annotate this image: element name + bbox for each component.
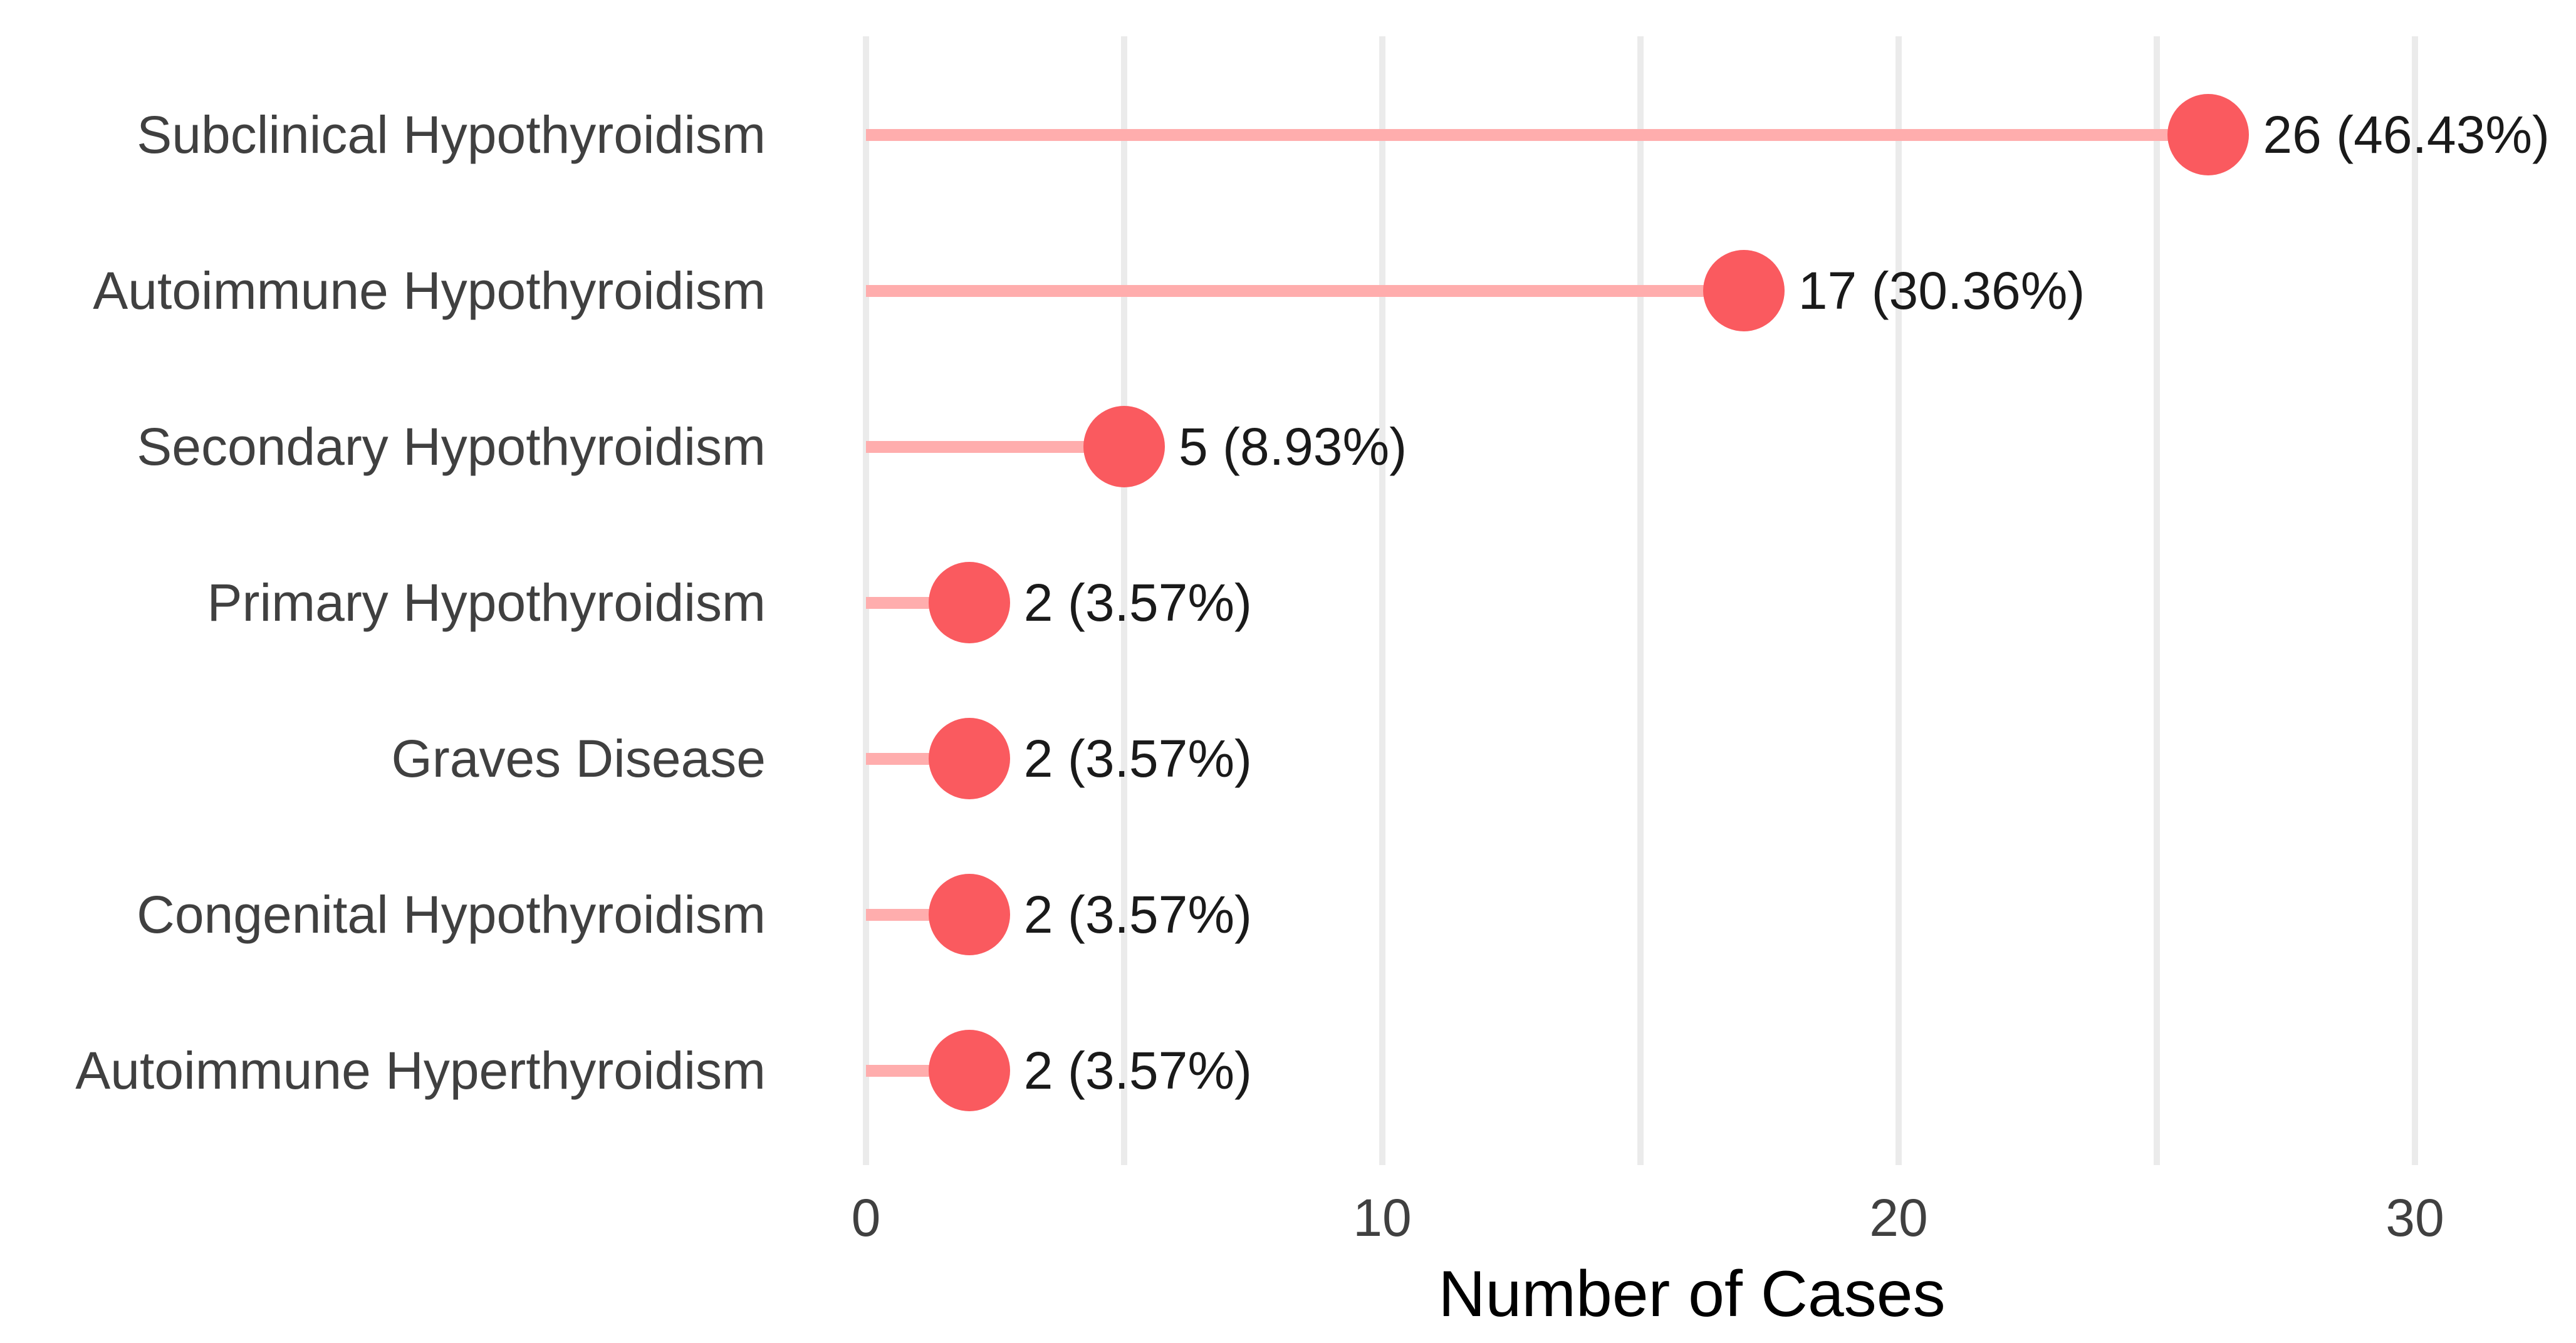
lollipop-dot	[928, 874, 1010, 955]
x-tick-label: 10	[1353, 1188, 1412, 1247]
x-axis-title: Number of Cases	[1438, 1258, 1946, 1330]
lollipop-dot	[1083, 406, 1165, 487]
category-label: Secondary Hypothyroidism	[137, 417, 766, 476]
value-label: 5 (8.93%)	[1179, 417, 1407, 476]
lollipop-dot	[2167, 94, 2250, 175]
category-label: Subclinical Hypothyroidism	[137, 105, 766, 164]
value-label: 2 (3.57%)	[1023, 885, 1252, 944]
x-tick-label: 30	[2386, 1188, 2444, 1247]
category-label: Graves Disease	[391, 729, 766, 788]
gridline	[2412, 36, 2418, 1165]
value-label: 26 (46.43%)	[2263, 105, 2550, 164]
gridline	[1379, 36, 1385, 1165]
lollipop-dot	[928, 718, 1010, 799]
lollipop-dot	[1703, 250, 1785, 331]
gridline	[1637, 36, 1644, 1165]
gridline	[2154, 36, 2160, 1165]
value-label: 2 (3.57%)	[1023, 1041, 1252, 1100]
lollipop-stem	[866, 128, 2209, 141]
x-tick-label: 0	[851, 1188, 881, 1247]
gridline	[1895, 36, 1902, 1165]
lollipop-dot	[928, 562, 1010, 643]
category-label: Autoimmune Hyperthyroidism	[75, 1041, 766, 1100]
gridline	[1121, 36, 1127, 1165]
value-label: 2 (3.57%)	[1023, 729, 1252, 788]
lollipop-stem	[866, 284, 1744, 297]
value-label: 17 (30.36%)	[1798, 261, 2085, 320]
value-label: 2 (3.57%)	[1023, 573, 1252, 632]
category-label: Congenital Hypothyroidism	[137, 885, 766, 944]
category-label: Primary Hypothyroidism	[207, 573, 766, 632]
lollipop-stem	[866, 440, 1124, 453]
lollipop-dot	[928, 1030, 1010, 1111]
category-label: Autoimmune Hypothyroidism	[93, 261, 766, 320]
x-tick-label: 20	[1869, 1188, 1928, 1247]
